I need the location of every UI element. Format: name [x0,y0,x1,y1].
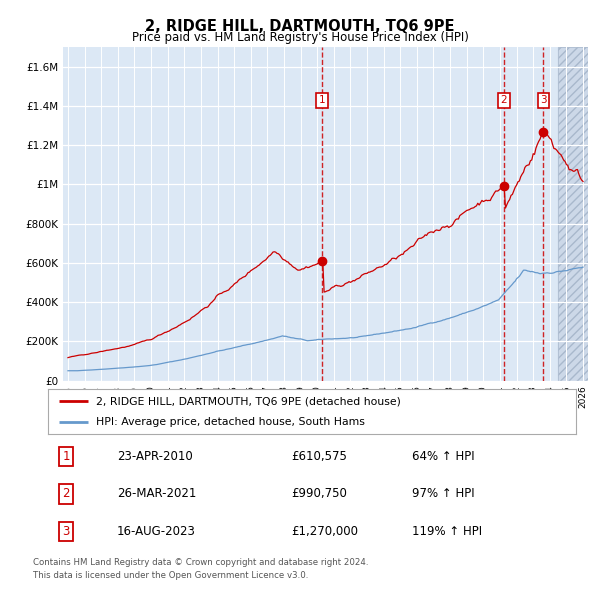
Text: Contains HM Land Registry data © Crown copyright and database right 2024.: Contains HM Land Registry data © Crown c… [33,558,368,566]
Text: 3: 3 [540,95,547,105]
Text: £990,750: £990,750 [291,487,347,500]
Text: 2, RIDGE HILL, DARTMOUTH, TQ6 9PE: 2, RIDGE HILL, DARTMOUTH, TQ6 9PE [145,19,455,34]
Text: 1: 1 [62,450,70,463]
Text: Price paid vs. HM Land Registry's House Price Index (HPI): Price paid vs. HM Land Registry's House … [131,31,469,44]
Text: 2, RIDGE HILL, DARTMOUTH, TQ6 9PE (detached house): 2, RIDGE HILL, DARTMOUTH, TQ6 9PE (detac… [95,396,400,407]
Text: 2: 2 [62,487,70,500]
Text: 119% ↑ HPI: 119% ↑ HPI [412,525,482,538]
Text: 3: 3 [62,525,70,538]
Text: 1: 1 [319,95,326,105]
Text: 64% ↑ HPI: 64% ↑ HPI [412,450,475,463]
Text: This data is licensed under the Open Government Licence v3.0.: This data is licensed under the Open Gov… [33,571,308,579]
Text: 97% ↑ HPI: 97% ↑ HPI [412,487,475,500]
Text: 23-APR-2010: 23-APR-2010 [116,450,193,463]
Text: £610,575: £610,575 [291,450,347,463]
Text: 16-AUG-2023: 16-AUG-2023 [116,525,196,538]
Text: 2: 2 [500,95,507,105]
Text: £1,270,000: £1,270,000 [291,525,358,538]
Bar [558,47,588,381]
Text: 26-MAR-2021: 26-MAR-2021 [116,487,196,500]
Text: HPI: Average price, detached house, South Hams: HPI: Average price, detached house, Sout… [95,417,364,427]
